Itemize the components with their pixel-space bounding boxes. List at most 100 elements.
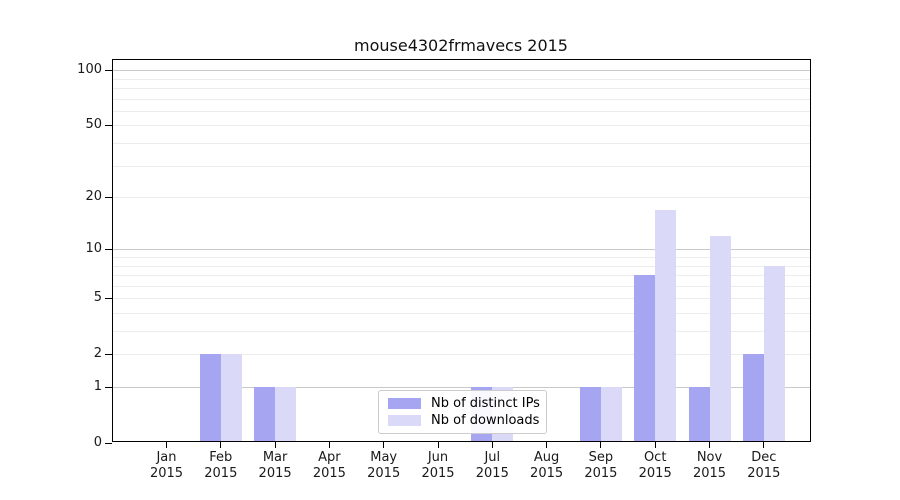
gridline-minor [113, 285, 810, 287]
x-tick-year: 2015 [584, 466, 618, 481]
x-tick-month: Jan [156, 450, 177, 465]
gridline-minor [113, 110, 810, 112]
x-tick-month: May [370, 450, 398, 465]
y-tick-mark [105, 386, 112, 388]
y-tick-label: 0 [93, 435, 102, 450]
legend-label-distinct-ips: Nb of distinct IPs [431, 396, 540, 411]
gridline-minor [113, 298, 810, 300]
x-tick-year: 2015 [692, 466, 727, 481]
y-tick-label: 100 [77, 62, 102, 78]
x-tick-year: 2015 [530, 466, 564, 481]
y-tick-label: 20 [85, 189, 102, 205]
x-tick-month: Sep [588, 450, 614, 465]
gridline-minor [113, 354, 810, 356]
y-tick-mark [105, 196, 112, 198]
legend-label-downloads: Nb of downloads [431, 413, 540, 428]
legend: Nb of distinct IPs Nb of downloads [378, 390, 547, 434]
x-tick-label: Aug 2015 [519, 450, 575, 482]
x-tick-mark [600, 442, 602, 448]
gridline-major [113, 387, 810, 388]
legend-swatch-downloads [388, 415, 421, 426]
gridline-minor [113, 88, 810, 90]
gridline-minor [113, 331, 810, 333]
bar-distinct-ips [634, 275, 656, 441]
x-tick-mark [166, 442, 167, 448]
y-tick-mark [105, 297, 112, 299]
x-tick-mark [546, 442, 548, 448]
bar-downloads [275, 387, 297, 441]
gridline-minor [113, 265, 810, 267]
y-tick-label: 1 [93, 379, 102, 394]
chart-title: mouse4302frmavecs 2015 [354, 36, 568, 55]
x-tick-month: Mar [262, 450, 288, 465]
x-tick-year: 2015 [149, 466, 184, 481]
legend-entry-distinct-ips: Nb of distinct IPs [388, 396, 540, 411]
x-tick-year: 2015 [204, 466, 238, 481]
bar-downloads [709, 235, 731, 441]
bar-downloads [220, 354, 242, 441]
x-tick-month: Jun [427, 450, 449, 465]
gridline-major [113, 249, 810, 251]
x-tick-mark [763, 442, 765, 448]
y-tick-mark [105, 248, 112, 250]
x-tick-mark [274, 442, 276, 448]
x-tick-mark [654, 442, 656, 448]
gridline-minor [113, 78, 810, 80]
gridline-minor [113, 125, 810, 127]
gridline-minor [113, 143, 810, 145]
x-tick-year: 2015 [367, 466, 401, 481]
x-tick-label: Sep 2015 [573, 450, 629, 482]
x-tick-month: Aug [533, 450, 560, 465]
x-tick-label: Nov 2015 [682, 450, 738, 482]
x-tick-mark [220, 442, 222, 448]
x-tick-label: May 2015 [356, 450, 412, 482]
x-tick-month: Dec [751, 450, 777, 465]
x-tick-label: Dec 2015 [736, 450, 792, 482]
x-tick-mark [383, 442, 385, 448]
x-tick-label: Jun 2015 [410, 450, 466, 482]
x-tick-month: Feb [209, 450, 233, 465]
x-tick-mark [491, 442, 493, 448]
bar-downloads [600, 387, 622, 441]
x-tick-year: 2015 [258, 466, 292, 481]
plot-area [112, 59, 811, 442]
x-tick-month: Apr [318, 450, 341, 465]
y-tick-mark [105, 69, 112, 71]
x-tick-year: 2015 [638, 466, 672, 481]
gridline-minor [113, 197, 810, 199]
gridline-minor [113, 312, 810, 314]
bar-distinct-ips [254, 387, 276, 441]
x-tick-label: Mar 2015 [247, 450, 303, 482]
x-tick-mark [709, 442, 710, 448]
x-tick-mark [437, 442, 439, 448]
bar-distinct-ips [688, 387, 710, 441]
legend-entry-downloads: Nb of downloads [388, 413, 540, 428]
y-tick-label: 50 [85, 117, 102, 133]
gridline-major [113, 70, 810, 72]
y-tick-label: 5 [93, 290, 102, 306]
x-tick-year: 2015 [747, 466, 781, 481]
x-tick-label: Apr 2015 [301, 450, 357, 482]
gridline-minor [113, 275, 810, 277]
x-tick-mark [328, 442, 330, 448]
x-tick-month: Jul [484, 450, 501, 465]
y-tick-mark [105, 442, 112, 444]
y-tick-label: 10 [85, 241, 102, 257]
x-tick-year: 2015 [475, 466, 509, 481]
x-tick-month: Nov [696, 450, 723, 465]
x-tick-month: Oct [643, 450, 667, 465]
y-tick-mark [105, 353, 112, 355]
gridline-minor [113, 165, 810, 167]
x-tick-label: Oct 2015 [627, 450, 683, 482]
bar-distinct-ips [199, 354, 221, 441]
gridline-minor [113, 257, 810, 258]
x-tick-year: 2015 [421, 466, 455, 481]
x-tick-year: 2015 [312, 466, 346, 481]
x-tick-label: Jan 2015 [139, 450, 195, 482]
bar-downloads [655, 209, 677, 441]
x-tick-label: Feb 2015 [193, 450, 249, 482]
legend-swatch-distinct-ips [388, 398, 421, 409]
bar-downloads [763, 265, 785, 441]
bar-distinct-ips [579, 387, 601, 441]
